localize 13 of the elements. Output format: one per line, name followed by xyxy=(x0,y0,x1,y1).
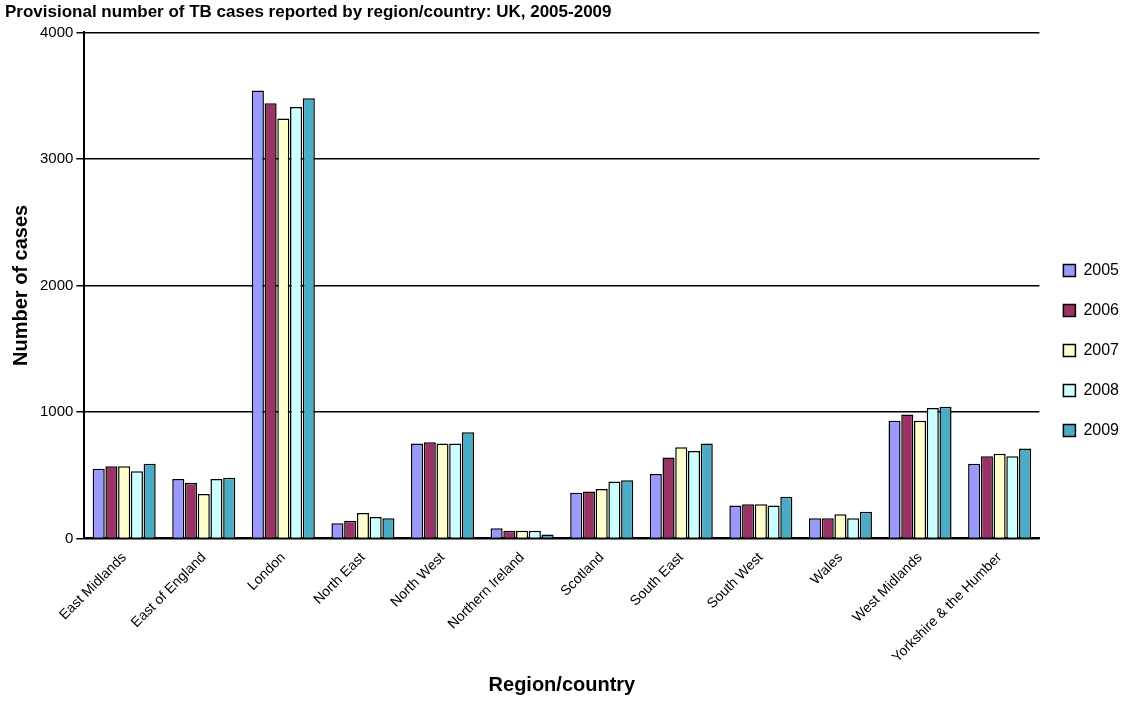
legend-label: 2009 xyxy=(1083,420,1120,438)
y-axis-title: Number of cases xyxy=(8,204,31,366)
chart-title: Provisional number of TB cases reported by region/country: UK, 2005-2009 xyxy=(5,1,612,21)
legend-label: 2008 xyxy=(1083,380,1120,398)
y-tick-label: 1000 xyxy=(39,402,74,420)
x-axis-title: Region/country xyxy=(488,672,637,695)
y-tick-label: 0 xyxy=(65,528,74,546)
legend-label: 2005 xyxy=(1083,260,1120,278)
legend-label: 2006 xyxy=(1083,300,1120,318)
y-tick-label: 4000 xyxy=(39,22,74,40)
y-tick-label: 3000 xyxy=(39,149,74,167)
y-tick-label: 2000 xyxy=(39,275,74,293)
legend-label: 2007 xyxy=(1083,340,1120,358)
